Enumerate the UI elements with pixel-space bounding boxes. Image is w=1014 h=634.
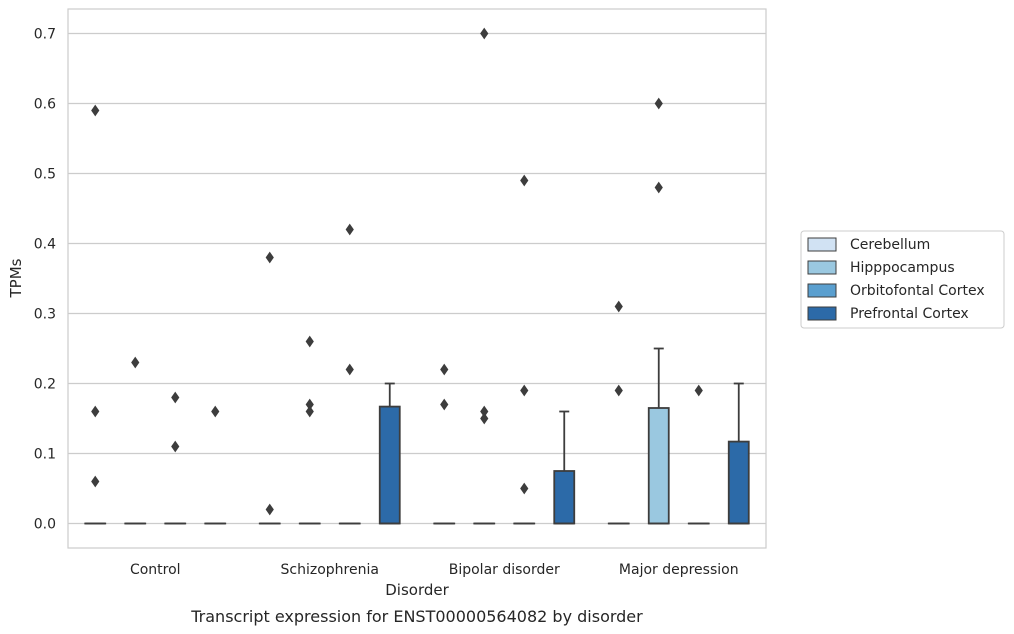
box xyxy=(647,407,670,525)
y-tick-label: 0.6 xyxy=(34,97,56,113)
legend-label: Prefrontal Cortex xyxy=(850,306,969,322)
box-group xyxy=(647,97,670,525)
box xyxy=(553,470,576,525)
y-tick-label: 0.2 xyxy=(34,377,56,393)
y-tick-label: 0.5 xyxy=(34,167,56,183)
x-tick-label: Schizophrenia xyxy=(281,562,379,578)
outlier-point xyxy=(520,482,529,495)
box-group xyxy=(124,356,147,525)
box-group xyxy=(727,382,750,525)
x-tick-label: Major depression xyxy=(619,562,739,578)
gridlines xyxy=(68,32,766,525)
outlier-point xyxy=(440,363,449,376)
outlier-point xyxy=(265,503,274,516)
outlier-point xyxy=(265,251,274,264)
outlier-point xyxy=(345,363,354,376)
outlier-point xyxy=(480,27,489,40)
outlier-point xyxy=(305,405,314,418)
outlier-point xyxy=(91,104,100,117)
outlier-point xyxy=(440,398,449,411)
box-group xyxy=(204,405,227,525)
box-group xyxy=(164,391,187,525)
outlier-point xyxy=(480,412,489,425)
box-group xyxy=(338,223,361,525)
box xyxy=(727,440,750,525)
box-group xyxy=(298,335,321,525)
y-tick-label: 0.3 xyxy=(34,307,56,323)
box-series xyxy=(84,27,750,525)
box-group xyxy=(687,384,710,525)
outlier-point xyxy=(91,405,100,418)
outlier-point xyxy=(345,223,354,236)
legend-label: Cerebellum xyxy=(850,237,930,253)
outlier-point xyxy=(520,384,529,397)
outlier-point xyxy=(211,405,220,418)
box-group xyxy=(553,410,576,525)
outlier-point xyxy=(654,97,663,110)
outlier-point xyxy=(91,475,100,488)
legend-swatch xyxy=(807,283,837,298)
box-group xyxy=(473,27,496,525)
y-tick-label: 0.7 xyxy=(34,27,56,43)
outlier-point xyxy=(614,384,623,397)
legend-frame xyxy=(800,230,1005,329)
box-group xyxy=(433,363,456,525)
box-group xyxy=(378,382,401,525)
outlier-point xyxy=(171,440,180,453)
y-tick-label: 0.4 xyxy=(34,237,56,253)
chart-caption: Transcript expression for ENST0000056408… xyxy=(190,607,643,626)
y-axis-label: TPMs xyxy=(7,258,25,298)
outlier-point xyxy=(520,174,529,187)
outlier-point xyxy=(305,335,314,348)
box-group xyxy=(84,104,107,525)
legend-label: Hipppocampus xyxy=(850,260,955,276)
legend-label: Orbitofontal Cortex xyxy=(850,283,985,299)
legend-swatch xyxy=(807,306,837,321)
x-tick-label: Bipolar disorder xyxy=(449,562,560,578)
x-tick-label: Control xyxy=(130,562,181,578)
outlier-point xyxy=(131,356,140,369)
box-group xyxy=(258,251,281,525)
y-tick-label: 0.1 xyxy=(34,447,56,463)
outlier-point xyxy=(694,384,703,397)
box xyxy=(378,405,401,525)
plot-frame xyxy=(67,8,767,549)
x-axis-label: Disorder xyxy=(385,581,449,599)
y-tick-labels: 0.0 0.1 0.2 0.3 0.4 0.5 0.6 0.7 xyxy=(34,27,56,533)
legend-swatch xyxy=(807,260,837,275)
outlier-point xyxy=(614,300,623,313)
box-group xyxy=(607,300,630,525)
legend: Cerebellum Hipppocampus Orbitofontal Corte… xyxy=(800,230,1005,329)
legend-swatch xyxy=(807,237,837,252)
outlier-point xyxy=(654,181,663,194)
outlier-point xyxy=(171,391,180,404)
box-group xyxy=(513,174,536,525)
y-tick-label: 0.0 xyxy=(34,517,56,533)
x-tick-labels: Control Schizophrenia Bipolar disorder Majo… xyxy=(130,562,739,578)
